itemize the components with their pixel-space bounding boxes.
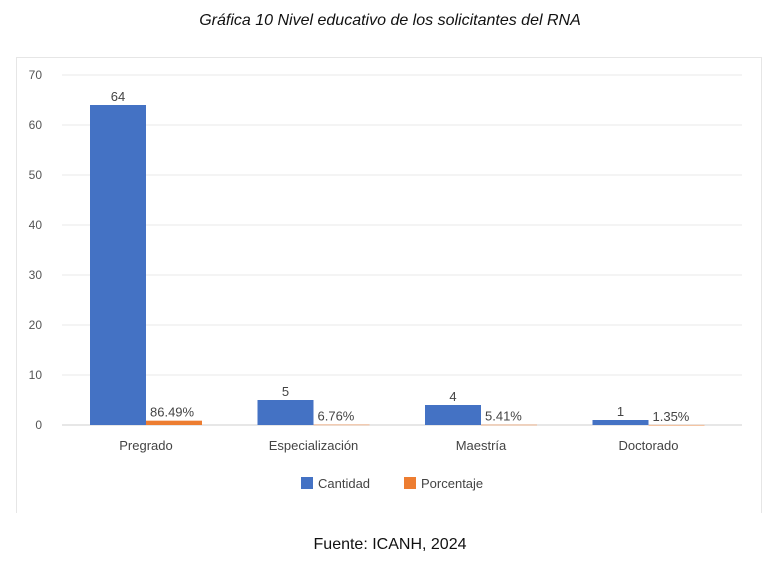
- data-label-porcentaje: 1.35%: [653, 409, 690, 424]
- data-label-porcentaje: 5.41%: [485, 409, 522, 424]
- bar-porcentaje: [146, 420, 202, 425]
- bar-porcentaje: [481, 424, 537, 426]
- y-tick-label: 30: [29, 268, 43, 282]
- x-category-label: Maestría: [456, 438, 507, 453]
- bar-cantidad: [257, 400, 314, 425]
- chart-caption: Gráfica 10 Nivel educativo de los solici…: [199, 12, 581, 29]
- data-label-cantidad: 4: [449, 389, 456, 404]
- data-label-cantidad: 1: [617, 404, 624, 419]
- bar-cantidad: [90, 105, 146, 425]
- chart-source: Fuente: ICANH, 2024: [313, 536, 467, 553]
- legend-label-porcentaje: Porcentaje: [421, 476, 483, 491]
- data-label-cantidad: 64: [111, 89, 125, 104]
- y-tick-label: 70: [29, 68, 43, 82]
- y-tick-label: 10: [29, 368, 43, 382]
- data-label-porcentaje: 6.76%: [318, 409, 355, 424]
- y-tick-label: 0: [35, 418, 42, 432]
- x-category-label: Pregrado: [119, 438, 172, 453]
- y-tick-label: 60: [29, 118, 43, 132]
- legend-swatch-cantidad: [301, 477, 313, 489]
- bar-cantidad: [425, 405, 481, 425]
- bar-porcentaje: [313, 424, 370, 426]
- data-label-cantidad: 5: [282, 384, 289, 399]
- legend-label-cantidad: Cantidad: [318, 476, 370, 491]
- bar-cantidad: [592, 420, 649, 425]
- x-category-label: Especialización: [269, 438, 359, 453]
- y-tick-label: 20: [29, 318, 43, 332]
- x-category-label: Doctorado: [619, 438, 679, 453]
- y-tick-label: 50: [29, 168, 43, 182]
- legend-swatch-porcentaje: [404, 477, 416, 489]
- bar-porcentaje: [648, 424, 705, 426]
- y-tick-label: 40: [29, 218, 43, 232]
- data-label-porcentaje: 86.49%: [150, 405, 195, 420]
